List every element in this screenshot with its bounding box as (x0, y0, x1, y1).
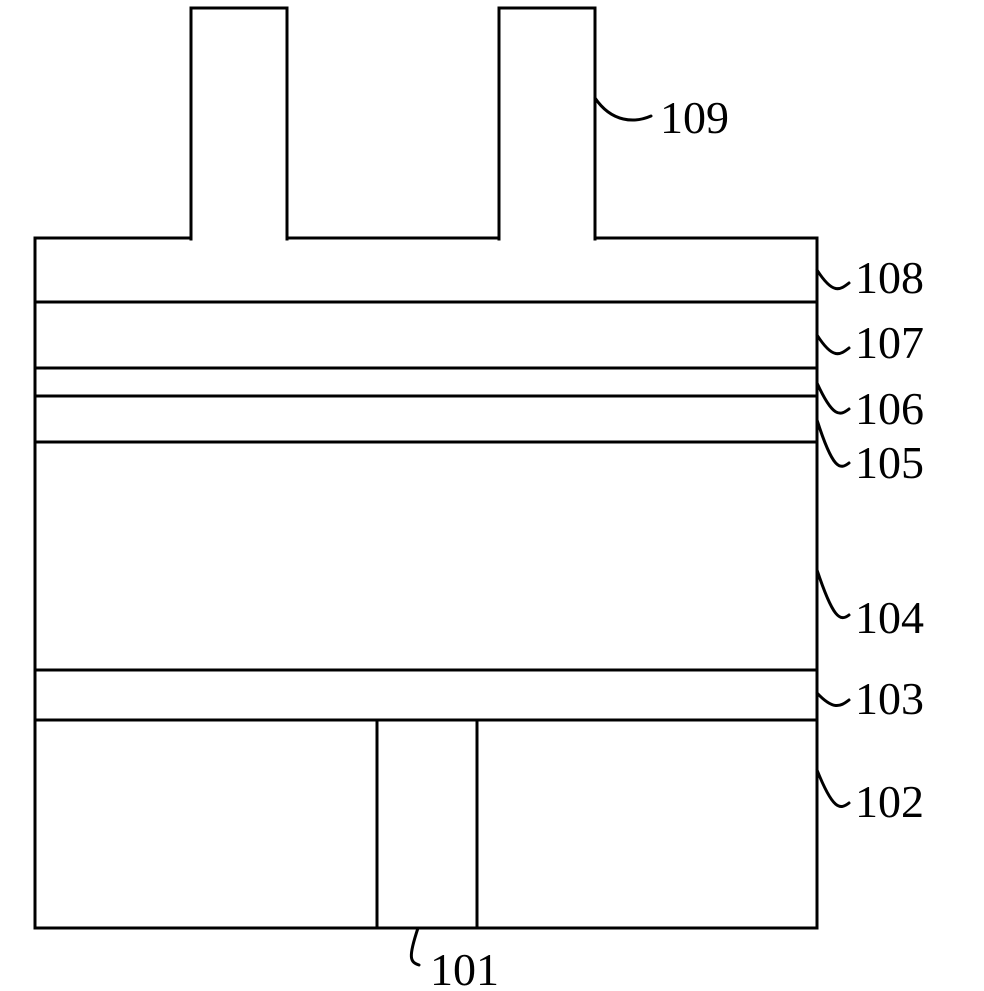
layer-105 (35, 396, 817, 442)
bottom-inset (377, 720, 477, 928)
top-electrodes (191, 8, 595, 239)
leader-108 (817, 270, 849, 289)
leader-106 (817, 383, 849, 413)
cross-section-diagram: 108 107 106105 104 103 102 109 101 (0, 0, 984, 991)
leader-101 (411, 928, 419, 965)
layer-102 (35, 720, 817, 928)
layer-108 (35, 238, 817, 302)
label-103: 103 (855, 673, 924, 724)
top-block-1 (499, 8, 595, 239)
layer-104 (35, 442, 817, 670)
leader-105 (817, 420, 849, 466)
layer-103 (35, 670, 817, 720)
inset-101 (377, 720, 477, 928)
label-109: 109 (660, 92, 729, 143)
leader-102 (817, 770, 849, 807)
label-107: 107 (855, 317, 924, 368)
label-104: 104 (855, 592, 924, 643)
label-108: 108 (855, 252, 924, 303)
leader-107 (817, 335, 849, 354)
layer-106 (35, 368, 817, 396)
layer-107 (35, 302, 817, 368)
label-106: 106 (855, 383, 924, 434)
leader-109 (595, 98, 651, 120)
leader-104 (817, 570, 849, 618)
label-101: 101 (430, 944, 499, 991)
label-105: 105 (855, 437, 924, 488)
layer-stack (35, 238, 817, 928)
label-102: 102 (855, 776, 924, 827)
leader-103 (817, 693, 849, 706)
top-block-0 (191, 8, 287, 239)
